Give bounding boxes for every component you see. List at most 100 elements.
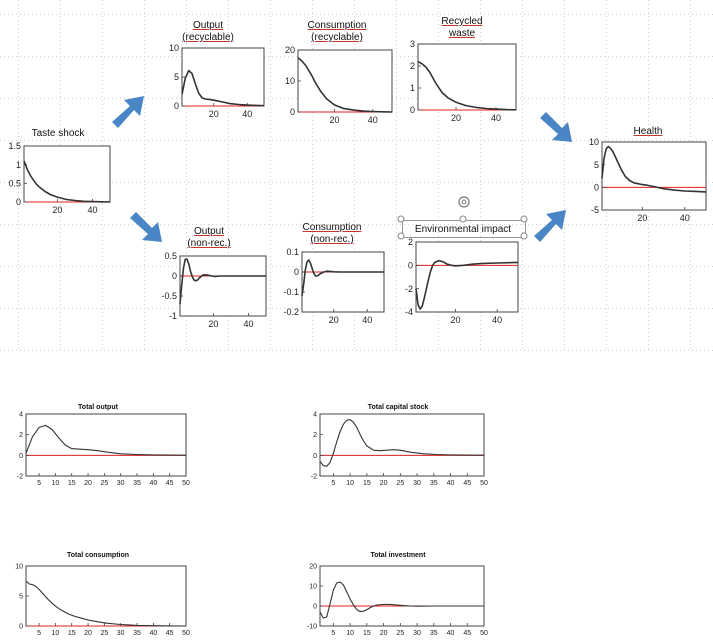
y-tick-label: 2 — [408, 237, 413, 247]
env-impact-title: Environmental impact — [400, 224, 526, 236]
y-tick-label: 0.1 — [286, 247, 299, 257]
x-tick-label: 35 — [133, 480, 141, 487]
panel-total-capital-stock: Total capital stock -2 0 2 4 5 10 15 20 25 30 35 40… — [306, 404, 490, 490]
plot-frame — [415, 241, 519, 313]
consumption-rec-title-line1: Consumption — [307, 20, 367, 31]
panel-total-output: Total output -2 0 2 4 5 10 15 20 25 30 35 40 45 50 — [6, 404, 190, 490]
y-tick-label: -0.5 — [161, 291, 177, 301]
y-tick-label: -5 — [591, 205, 599, 215]
x-tick-label: 40 — [491, 113, 501, 123]
y-tick-label: 1 — [410, 83, 415, 93]
x-tick-label: 25 — [396, 480, 404, 487]
x-tick-label: 40 — [447, 630, 455, 637]
plot-frame — [301, 251, 385, 313]
x-tick-label: 20 — [84, 630, 92, 637]
gridline — [0, 224, 713, 225]
y-tick-label: 0 — [410, 105, 415, 115]
total-output-title: Total output — [78, 404, 118, 411]
x-tick-label: 10 — [51, 630, 59, 637]
plot-frame — [601, 141, 707, 211]
panel-recycled-waste: Recycled waste 0 1 2 3 20 40 — [400, 16, 524, 126]
x-tick-label: 45 — [166, 630, 174, 637]
output-nonrec-title-line2: (non-rec.) — [187, 238, 231, 249]
x-tick-label: 20 — [451, 113, 461, 123]
y-tick-label: 10 — [15, 563, 23, 570]
y-tick-label: -1 — [169, 311, 177, 321]
series-line — [319, 419, 485, 467]
y-tick-label: 0 — [313, 453, 317, 460]
x-tick-label: 20 — [52, 205, 62, 215]
gridline — [144, 0, 145, 352]
chart-output-nonrec: -1 -0.5 0 0.5 20 40 — [161, 251, 267, 329]
y-tick-label: 10 — [169, 43, 179, 53]
panel-output-recyclable: Output (recyclable) 0 5 10 20 40 — [148, 20, 268, 120]
y-tick-label: -2 — [17, 473, 23, 480]
output-nonrec-title: Output (non-rec.) — [148, 226, 270, 250]
x-tick-label: 15 — [68, 630, 76, 637]
y-tick-label: -10 — [307, 623, 317, 630]
resize-handle-icon[interactable] — [396, 214, 532, 244]
x-tick-label: 20 — [208, 319, 218, 329]
panel-consumption-recyclable: Consumption (recyclable) 0 10 20 20 40 — [276, 20, 398, 125]
y-tick-label: -2 — [311, 473, 317, 480]
y-tick-label: 10 — [589, 137, 599, 147]
panel-taste-shock: Taste shock 0 0.5 1 1.5 20 40 — [2, 128, 114, 224]
x-tick-label: 40 — [362, 315, 372, 325]
gridline — [564, 0, 565, 352]
x-tick-label: 5 — [37, 480, 41, 487]
y-tick-label: 2 — [19, 432, 23, 439]
x-tick-label: 45 — [463, 630, 471, 637]
x-tick-label: 20 — [380, 630, 388, 637]
chart-health: -5 0 5 10 20 40 — [589, 137, 707, 223]
y-tick-label: 0 — [294, 267, 299, 277]
health-title: Health — [586, 126, 710, 138]
chart-consumption-recyclable: 0 10 20 20 40 — [285, 45, 393, 125]
panel-consumption-nonrec: Consumption (non-rec.) -0.2 -0.1 0 0.1 20 40 — [276, 222, 388, 326]
y-tick-label: 0 — [19, 453, 23, 460]
x-tick-label: 30 — [117, 630, 125, 637]
x-tick-label: 40 — [243, 319, 253, 329]
consumption-nonrec-title-line2: (non-rec.) — [310, 234, 354, 245]
env-impact-title-text: Environmental impact — [414, 224, 512, 235]
x-tick-label: 20 — [451, 315, 461, 325]
x-tick-label: 5 — [331, 630, 335, 637]
gridline — [18, 0, 19, 352]
x-tick-label: 10 — [346, 630, 354, 637]
plot-frame — [297, 49, 393, 113]
y-tick-label: 0 — [313, 603, 317, 610]
y-tick-label: 0.5 — [164, 251, 177, 261]
x-tick-label: 50 — [182, 480, 190, 487]
x-tick-label: 15 — [68, 480, 76, 487]
output-rec-title-line2: (recyclable) — [182, 32, 234, 43]
chart-output-recyclable: 0 5 10 20 40 — [169, 43, 265, 119]
arrow-icon — [534, 210, 566, 242]
x-tick-label: 30 — [117, 480, 125, 487]
panel-output-nonrec: Output (non-rec.) -1 -0.5 0 0.5 20 40 — [148, 226, 270, 330]
y-tick-label: -4 — [405, 307, 413, 317]
y-tick-label: 4 — [19, 411, 23, 418]
chart-consumption-nonrec: -0.2 -0.1 0 0.1 20 40 — [283, 247, 385, 325]
x-tick-label: 20 — [209, 109, 219, 119]
gridline — [0, 350, 713, 351]
x-tick-label: 25 — [100, 630, 108, 637]
x-tick-label: 35 — [133, 630, 141, 637]
output-rec-title: Output (recyclable) — [148, 20, 268, 44]
x-tick-label: 40 — [242, 109, 252, 119]
plot-frame — [319, 565, 485, 627]
arrow-icon — [130, 212, 162, 242]
gridline — [0, 14, 713, 15]
x-tick-label: 45 — [463, 480, 471, 487]
x-tick-label: 25 — [100, 480, 108, 487]
output-rec-title-line1: Output — [192, 20, 224, 31]
rotate-handle-icon[interactable] — [456, 194, 472, 210]
gridline — [270, 0, 271, 352]
x-tick-label: 45 — [166, 480, 174, 487]
y-tick-label: 0 — [172, 271, 177, 281]
x-tick-label: 15 — [363, 480, 371, 487]
series-line — [301, 259, 384, 297]
series-line — [415, 259, 519, 310]
chart-total-investment: -10 0 10 20 5 10 15 20 25 30 35 40 45 50 — [307, 563, 488, 637]
x-tick-label: 50 — [480, 480, 488, 487]
x-tick-label: 20 — [84, 480, 92, 487]
gridline — [186, 0, 187, 352]
